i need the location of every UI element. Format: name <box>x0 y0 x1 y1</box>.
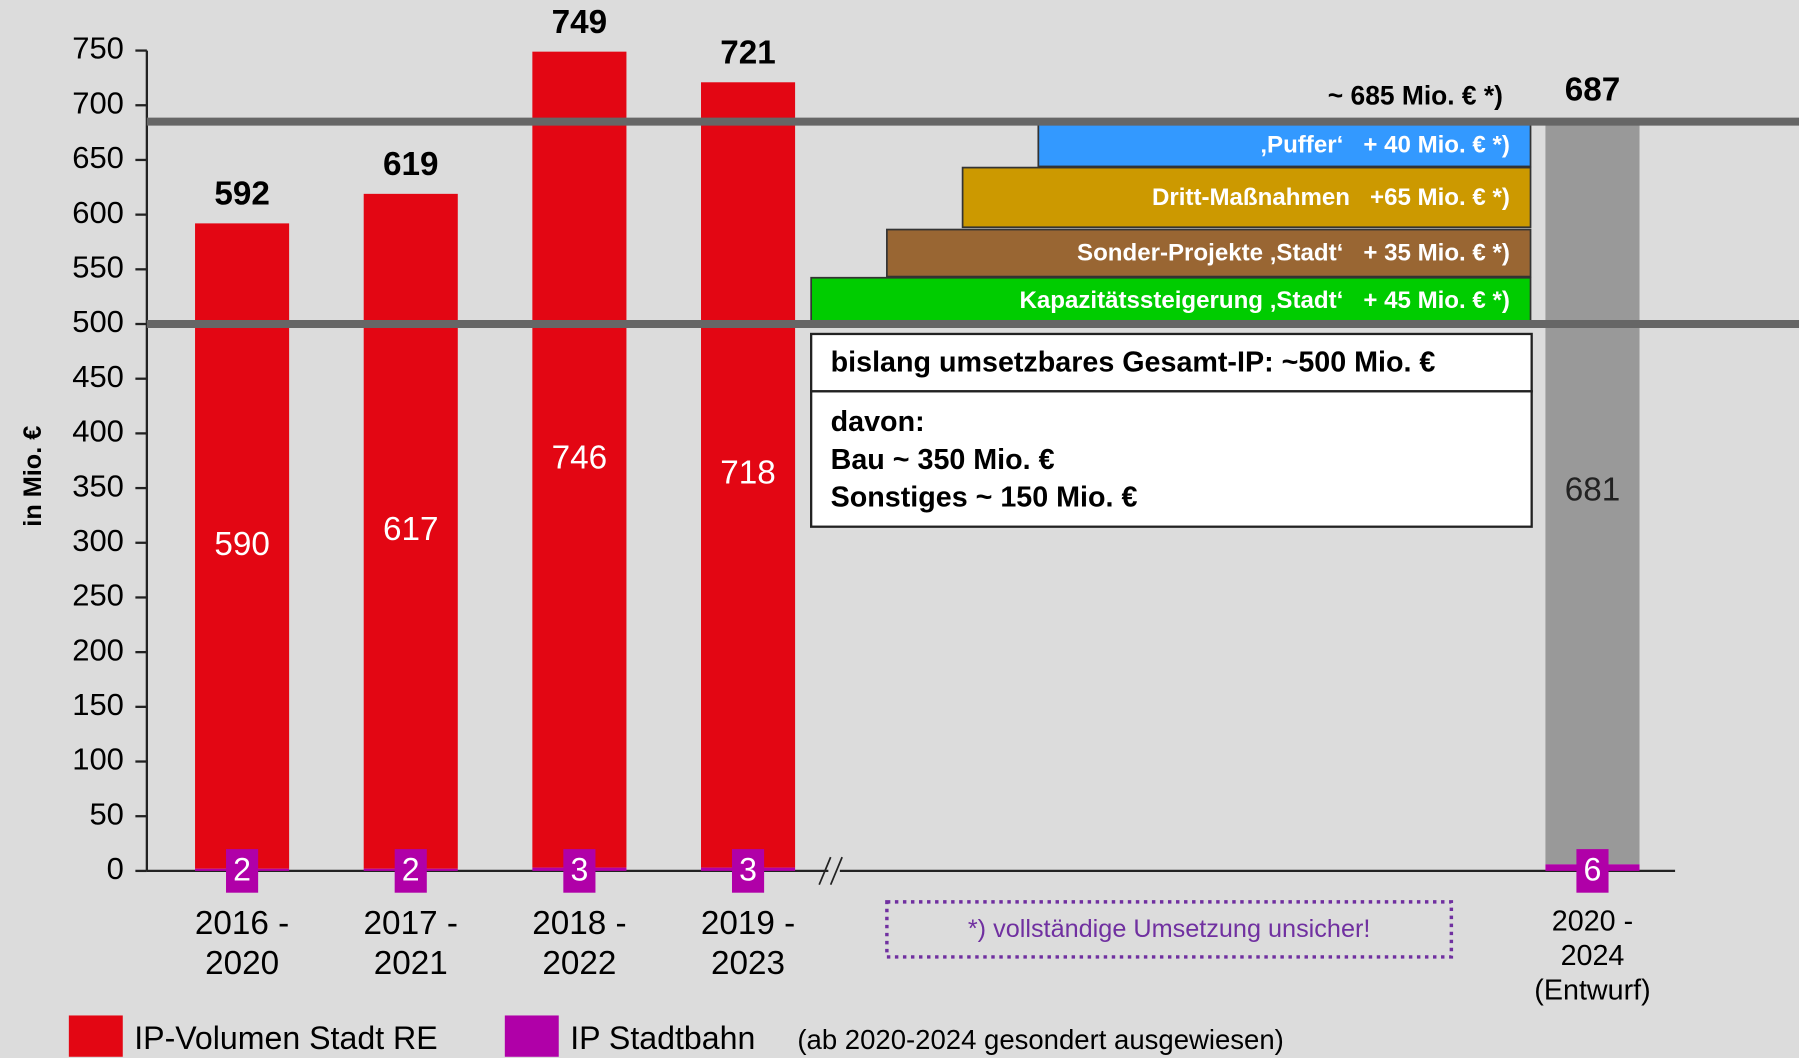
y-tick-label: 100 <box>72 742 124 777</box>
y-tick-label: 550 <box>72 250 124 285</box>
segment-label-box <box>563 849 596 893</box>
total-label: 749 <box>552 4 608 41</box>
y-tick-label: 700 <box>72 85 124 120</box>
bar-segment <box>195 223 290 869</box>
x-tick-label-box: 2019 - 2023 <box>700 905 796 982</box>
legend-swatch <box>68 1015 123 1057</box>
bar-segment <box>1545 119 1640 865</box>
segment-label: 718 <box>720 455 776 492</box>
segment-label: 3 <box>739 852 757 888</box>
y-tick-label: 500 <box>72 304 124 339</box>
axis-break <box>829 856 843 886</box>
segment-label-box <box>394 849 427 893</box>
y-tick-label: 0 <box>107 851 124 886</box>
y-tick-label: 50 <box>89 796 123 831</box>
y-tick-label: 350 <box>72 468 124 503</box>
segment-label: 2 <box>402 852 420 888</box>
y-tick-label: 400 <box>72 414 124 449</box>
legend-label: IP-Volumen Stadt RE <box>134 1020 437 1056</box>
x-tick-label-box: 2016 - 2020 <box>194 905 290 982</box>
annotation-band-label: Sonder-Projekte ‚Stadt‘ + 35 Mio. € *) <box>1077 240 1510 267</box>
total-label: 592 <box>214 176 270 213</box>
y-axis-label: in Mio. € <box>19 426 47 527</box>
annotation-band-label: Kapazitätssteigerung ‚Stadt‘ + 45 Mio. €… <box>1020 287 1510 314</box>
note-box <box>885 900 1454 959</box>
y-tick-label: 250 <box>72 578 124 613</box>
y-tick-label: 300 <box>72 523 124 558</box>
y-tick-label: 150 <box>72 687 124 722</box>
total-label: 619 <box>383 146 439 183</box>
y-tick-label: 600 <box>72 195 124 230</box>
legend-swatch <box>504 1015 559 1057</box>
annotation-band-label: ‚Puffer‘ + 40 Mio. € *) <box>1260 132 1510 159</box>
annotation-band <box>961 166 1532 229</box>
annotation-band-label: Dritt-Maßnahmen +65 Mio. € *) <box>1152 184 1510 211</box>
segment-label-box <box>731 849 765 893</box>
info-box-line: Bau ~ 350 Mio. € <box>831 444 1055 476</box>
bar-segment <box>532 51 627 868</box>
segment-label: 2 <box>233 852 251 888</box>
segment-label: 3 <box>570 852 588 888</box>
x-tick-label: 2020 - 2024 (Entwurf) <box>1534 905 1651 1007</box>
segment-label: 590 <box>214 526 270 563</box>
segment-label: 746 <box>552 439 608 476</box>
x-tick-label-box: 2020 - 2024 (Entwurf) <box>1534 905 1651 1007</box>
note: *) vollständige Umsetzung unsicher! <box>968 915 1371 943</box>
segment-label: 681 <box>1565 472 1621 509</box>
y-tick-label: 200 <box>72 632 124 667</box>
segment-label: 617 <box>383 511 439 548</box>
info-box-line: davon: <box>831 406 925 438</box>
y-tick-label: 650 <box>72 140 124 175</box>
segment-label: 6 <box>1584 852 1602 888</box>
legend-label: IP Stadtbahn <box>570 1020 755 1056</box>
info-box-title: bislang umsetzbares Gesamt-IP: ~500 Mio.… <box>831 346 1436 378</box>
y-tick-label: 450 <box>72 359 124 394</box>
annotation-band <box>810 276 1532 325</box>
bar-segment <box>363 193 458 869</box>
total-label: 687 <box>1565 72 1621 109</box>
info-box-line: Sonstiges ~ 150 Mio. € <box>831 482 1138 514</box>
x-tick-label-box: 2017 - 2021 <box>363 905 458 982</box>
x-tick-label: 2018 - 2022 <box>532 905 627 982</box>
x-tick-label: 2016 - 2020 <box>194 905 290 982</box>
x-tick-label: 2017 - 2021 <box>363 905 458 982</box>
axis-break <box>818 856 832 886</box>
info-box <box>810 390 1533 528</box>
x-tick-label: 2019 - 2023 <box>700 905 796 982</box>
segment-label-box <box>226 849 259 893</box>
segment-label-box <box>1576 849 1609 893</box>
total-label: 721 <box>720 35 776 72</box>
info-box <box>810 332 1533 393</box>
reference-line-label: ~ 685 Mio. € *) <box>1328 81 1503 111</box>
legend-note: (ab 2020-2024 gesondert ausgewiesen) <box>797 1024 1283 1055</box>
annotation-band <box>886 228 1532 278</box>
bar-segment <box>701 82 796 868</box>
x-tick-label-box: 2018 - 2022 <box>532 905 627 982</box>
y-tick-label: 750 <box>72 31 124 66</box>
annotation-band <box>1037 123 1532 168</box>
